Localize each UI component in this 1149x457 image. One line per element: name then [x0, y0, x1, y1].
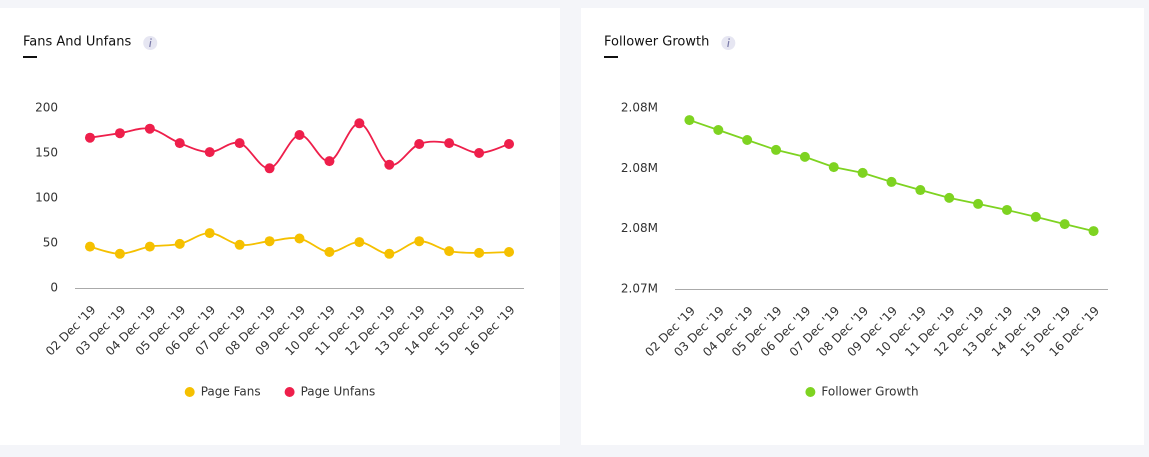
data-point: [264, 236, 275, 247]
legend-label: Page Unfans: [301, 385, 376, 399]
data-point: [1001, 204, 1012, 215]
data-point: [384, 248, 395, 259]
data-point: [84, 132, 95, 143]
data-point: [144, 241, 155, 252]
info-icon-glyph: [150, 38, 152, 40]
data-point: [771, 144, 782, 155]
data-point: [944, 192, 955, 203]
legend-label: Page Fans: [201, 385, 261, 399]
data-point: [414, 236, 425, 247]
info-icon-glyph: [149, 40, 152, 48]
legend-marker: [805, 387, 816, 397]
data-point: [742, 134, 753, 145]
y-tick-label: 150: [35, 146, 58, 160]
data-point: [713, 125, 724, 136]
legend-marker: [184, 387, 195, 397]
data-point: [886, 176, 897, 187]
data-point: [354, 237, 365, 248]
y-tick-label: 2.08M: [621, 161, 658, 175]
info-icon-glyph: [728, 38, 730, 40]
y-tick-label: 0: [50, 281, 58, 295]
card: [581, 8, 1144, 445]
data-point: [204, 147, 215, 158]
y-tick-label: 2.07M: [621, 282, 658, 296]
data-point: [684, 115, 695, 126]
y-tick-label: 2.08M: [621, 101, 658, 115]
data-point: [1088, 226, 1099, 237]
y-tick-label: 200: [35, 101, 58, 115]
data-point: [144, 123, 155, 134]
card: [0, 8, 560, 445]
chart-title: Fans And Unfans: [23, 35, 131, 50]
data-point: [414, 139, 425, 149]
data-point: [84, 241, 95, 252]
data-point: [384, 159, 395, 170]
data-point: [504, 139, 515, 149]
legend-marker: [284, 387, 295, 397]
data-point: [915, 185, 926, 196]
data-point: [234, 239, 245, 250]
data-point: [857, 167, 868, 178]
data-point: [324, 247, 335, 257]
legend-label: Follower Growth: [821, 385, 918, 399]
chart-title: Follower Growth: [604, 35, 709, 50]
data-point: [799, 151, 810, 162]
data-point: [444, 246, 455, 257]
data-point: [324, 156, 335, 167]
data-point: [444, 138, 455, 149]
data-point: [294, 233, 305, 244]
legend: Page Fans Page Unfans: [184, 385, 376, 399]
data-point: [234, 138, 245, 149]
y-tick-label: 100: [35, 191, 58, 205]
data-point: [114, 128, 125, 139]
data-point: [114, 248, 125, 259]
y-tick-label: 50: [43, 236, 58, 250]
data-point: [354, 118, 365, 129]
data-point: [828, 162, 839, 173]
data-point: [1059, 219, 1070, 230]
legend: Follower Growth: [805, 385, 919, 399]
data-point: [973, 198, 984, 209]
data-point: [204, 228, 215, 239]
data-point: [474, 247, 485, 258]
data-point: [474, 148, 485, 158]
data-point: [264, 163, 275, 174]
y-tick-label: 2.08M: [621, 221, 658, 235]
data-point: [294, 130, 305, 140]
info-icon-glyph: [727, 40, 730, 48]
data-point: [1030, 211, 1041, 222]
data-point: [504, 247, 515, 257]
data-point: [174, 238, 185, 249]
data-point: [174, 138, 185, 149]
